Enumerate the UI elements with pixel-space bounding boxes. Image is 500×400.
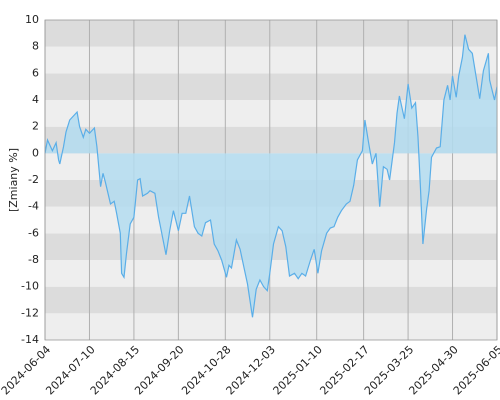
grid-band bbox=[45, 100, 497, 127]
y-tick-label: 10 bbox=[25, 13, 39, 26]
grid-band bbox=[45, 20, 497, 47]
grid-band bbox=[45, 46, 497, 74]
y-tick-label: -6 bbox=[28, 226, 39, 239]
y-tick-label: -14 bbox=[21, 333, 39, 346]
grid-band bbox=[45, 126, 497, 154]
y-tick-label: -4 bbox=[28, 200, 39, 213]
y-tick-label: 4 bbox=[32, 93, 39, 106]
y-tick-label: -12 bbox=[21, 306, 39, 319]
plot-frame bbox=[44, 19, 498, 341]
grid-band bbox=[45, 313, 497, 340]
line bbox=[44, 34, 498, 318]
grid-band bbox=[45, 286, 497, 314]
y-tick-label: -2 bbox=[28, 173, 39, 186]
y-tick-label: 0 bbox=[32, 146, 39, 159]
y-tick-label: -10 bbox=[21, 280, 39, 293]
y-tick-label: 2 bbox=[32, 120, 39, 133]
y-tick-label: 6 bbox=[32, 66, 39, 79]
y-axis-label: [Zmiany %] bbox=[7, 148, 20, 212]
area bbox=[45, 34, 497, 318]
y-tick-label: -8 bbox=[28, 253, 39, 266]
y-tick-label: 8 bbox=[32, 40, 39, 53]
grid-band bbox=[45, 73, 497, 100]
x-tick-label: 2025-01-10 bbox=[271, 343, 325, 397]
